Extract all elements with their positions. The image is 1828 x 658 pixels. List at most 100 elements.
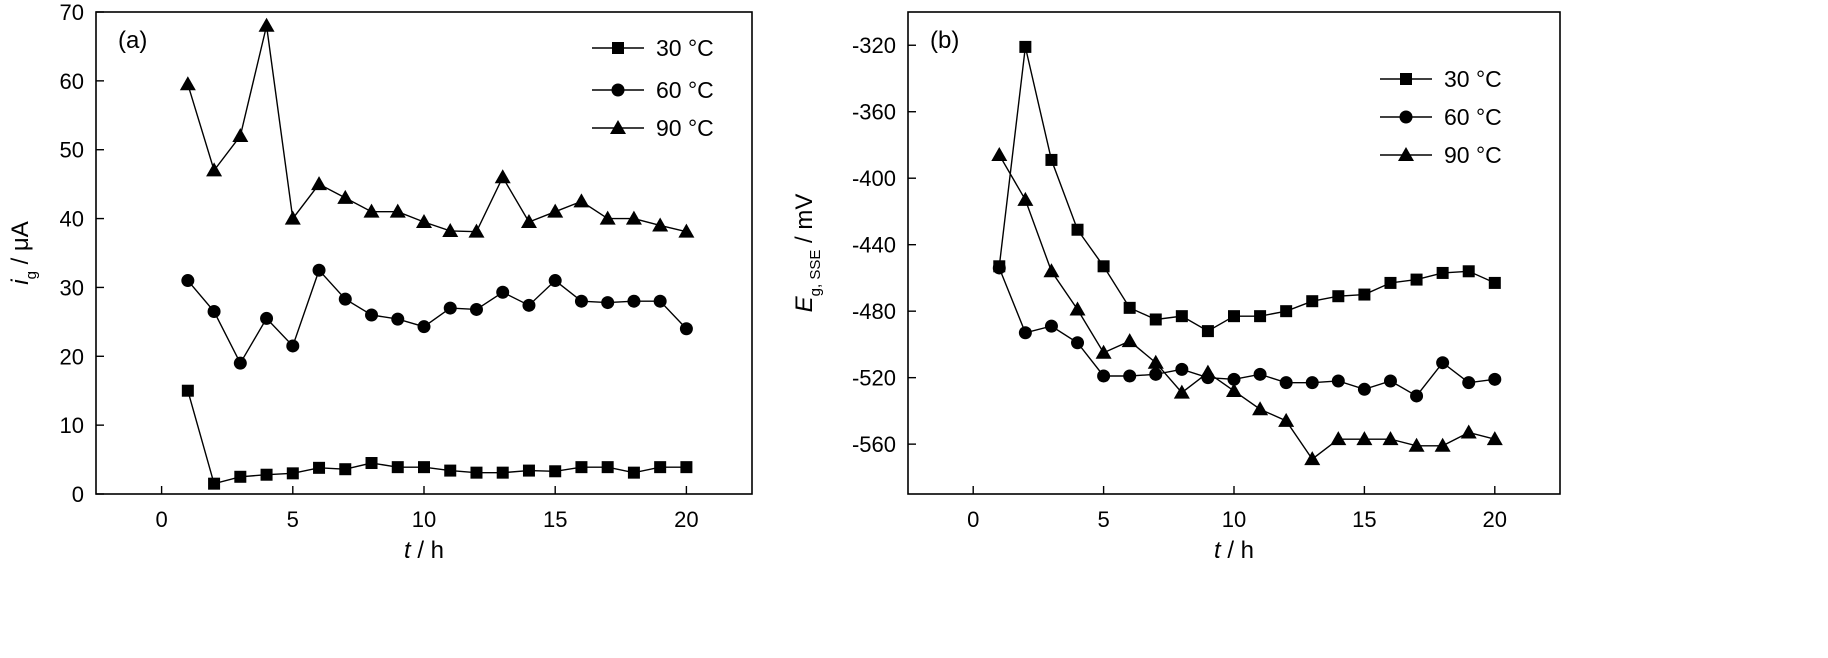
data-point [653, 294, 667, 308]
data-point [1147, 354, 1164, 369]
data-point [1149, 313, 1162, 326]
data-point [443, 301, 457, 315]
y-axis-label: ig / μA [7, 221, 40, 285]
data-point [654, 461, 667, 474]
data-point [233, 356, 247, 370]
data-point [1356, 431, 1373, 446]
data-point [208, 477, 221, 490]
x-tick-label: 0 [967, 507, 979, 532]
data-point [206, 162, 223, 177]
data-point [337, 189, 354, 204]
legend-label: 30 °C [1444, 66, 1502, 92]
data-point [599, 210, 616, 225]
data-point [286, 339, 300, 353]
data-point [1280, 305, 1293, 318]
data-point [652, 217, 669, 232]
legend-item: 60 °C [1380, 104, 1502, 130]
data-point [1460, 424, 1477, 439]
data-point [260, 311, 274, 325]
data-point [496, 466, 509, 479]
data-point [1253, 367, 1267, 381]
y-tick-label: 40 [60, 207, 84, 232]
y-tick-label: -480 [852, 299, 896, 324]
data-point [469, 302, 483, 316]
data-point [1278, 412, 1295, 427]
data-point [1043, 263, 1060, 278]
data-point [1462, 265, 1475, 278]
series-square [993, 40, 1501, 338]
legend-marker [1399, 110, 1413, 124]
data-point [1436, 266, 1449, 279]
data-point [496, 285, 510, 299]
panel-label: (a) [118, 27, 147, 54]
data-point [1358, 288, 1371, 301]
x-axis-label: t / h [1214, 537, 1254, 564]
y-tick-label: 50 [60, 138, 84, 163]
data-point [1488, 372, 1502, 386]
y-axis-label-subscript: g [23, 271, 40, 279]
legend-label: 60 °C [656, 77, 714, 103]
data-point [1305, 376, 1319, 390]
data-point [1332, 290, 1345, 303]
data-point [547, 203, 564, 218]
data-point [1228, 310, 1240, 323]
data-point [312, 263, 326, 277]
data-point [1226, 382, 1242, 397]
data-point [1279, 376, 1293, 390]
data-point [1071, 336, 1085, 350]
data-point [365, 308, 379, 322]
data-point [573, 193, 590, 208]
x-tick-label: 10 [1222, 507, 1246, 532]
series-triangle [179, 17, 695, 238]
data-point [391, 461, 404, 474]
data-point [1044, 319, 1058, 333]
y-tick-label: 60 [60, 69, 84, 94]
legend-marker [610, 120, 626, 134]
series-square [181, 384, 693, 490]
data-point [1097, 369, 1111, 383]
data-point [1382, 431, 1399, 446]
y-tick-label: -560 [852, 432, 896, 457]
data-point [1330, 431, 1347, 446]
y-axis-label: Eg, SSE / mV [791, 194, 824, 313]
y-axis-label-symbol: E [791, 295, 818, 312]
y-tick-label: -360 [852, 100, 896, 125]
x-tick-label: 15 [1352, 507, 1376, 532]
x-axis-label-symbol: t [404, 537, 412, 564]
data-point [680, 461, 693, 474]
x-tick-label: 20 [1483, 507, 1507, 532]
x-axis-label: t / h [404, 537, 444, 564]
legend-item: 30 °C [592, 35, 714, 61]
series-line [187, 25, 687, 233]
data-point [1175, 310, 1188, 323]
legend-label: 90 °C [656, 115, 714, 141]
data-point [1173, 384, 1190, 399]
data-point [339, 463, 352, 476]
data-point [234, 470, 247, 483]
data-point [678, 223, 695, 238]
data-point [548, 274, 562, 288]
data-point [1306, 295, 1319, 308]
data-point [1123, 301, 1136, 314]
y-tick-label: 10 [60, 413, 84, 438]
data-point [338, 292, 352, 306]
data-point [1252, 401, 1269, 416]
y-tick-label: 70 [60, 0, 84, 25]
y-axis-label-unit: / μA [7, 221, 34, 271]
data-point [416, 214, 432, 229]
data-point [549, 465, 562, 478]
data-point [442, 222, 459, 237]
data-point [575, 461, 588, 474]
data-point [232, 127, 249, 142]
data-point [1121, 333, 1138, 348]
data-point [522, 464, 535, 477]
data-point [627, 466, 640, 479]
legend-item: 60 °C [592, 77, 714, 103]
panel-label: (b) [930, 27, 959, 54]
data-point [1383, 374, 1397, 388]
x-tick-label: 15 [543, 507, 567, 532]
data-point [207, 305, 221, 319]
data-point [181, 384, 194, 397]
data-point [1097, 260, 1110, 273]
data-point [313, 461, 326, 474]
